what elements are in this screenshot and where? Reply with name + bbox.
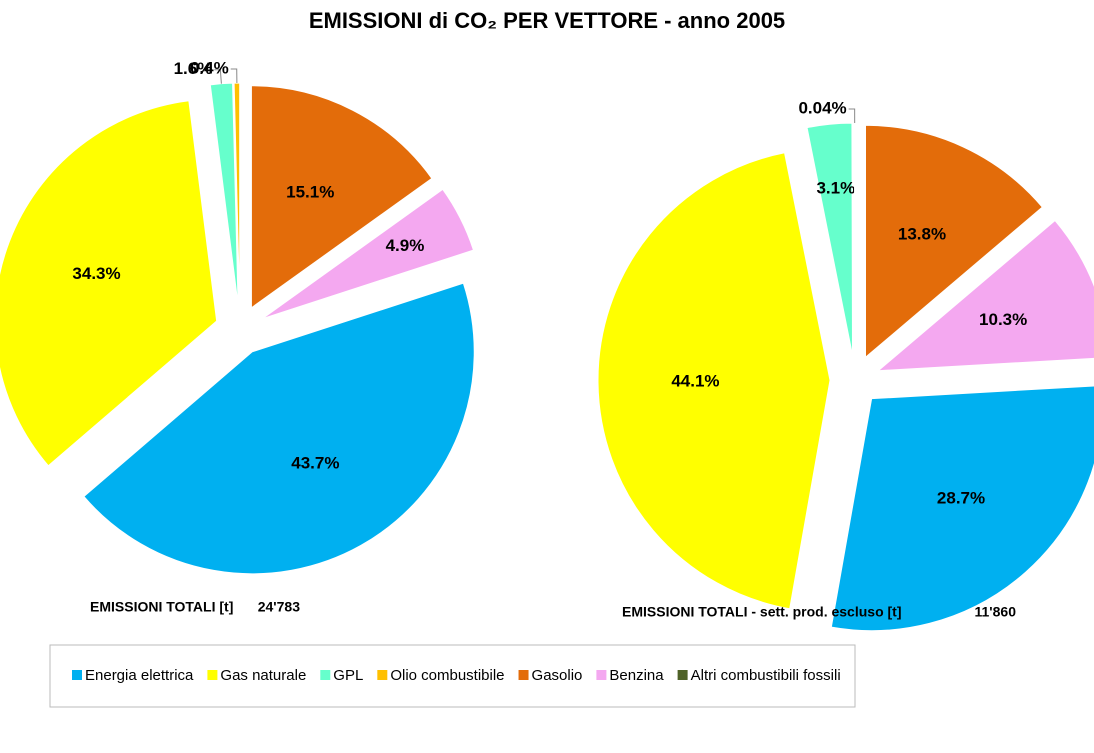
legend-label: GPL (333, 667, 363, 684)
legend-label: Gasolio (532, 667, 583, 684)
legend-swatch (596, 670, 607, 680)
data-label: 13.8% (898, 225, 946, 244)
chart-title: EMISSIONI di CO₂ PER VETTORE - anno 2005 (309, 8, 785, 33)
data-label: 28.7% (937, 489, 985, 508)
pie-slice (262, 188, 475, 320)
data-label: 3.1% (816, 178, 855, 197)
pie-slice (853, 122, 856, 356)
leader-line (230, 68, 238, 84)
data-label: 10.3% (979, 310, 1027, 329)
pie-slice (209, 82, 239, 306)
legend-swatch (518, 670, 529, 680)
legend-swatch (320, 670, 331, 680)
pie-slice (233, 82, 241, 306)
pie-slice (879, 365, 1094, 380)
total-value: 24'783 (258, 599, 300, 615)
pie-slice (0, 100, 218, 467)
leader-line (848, 108, 856, 124)
legend-label: Benzina (609, 667, 664, 684)
data-label: 4.9% (386, 236, 425, 255)
legend-swatch (72, 670, 82, 680)
total-value: 11'860 (975, 604, 1017, 620)
data-label: 34.3% (72, 264, 120, 283)
legend-label: Olio combustibile (390, 667, 504, 684)
data-label: 0.04% (798, 98, 846, 117)
data-label: 44.1% (671, 371, 719, 390)
pie-slice (830, 385, 1094, 632)
total-label: EMISSIONI TOTALI - sett. prod. escluso [… (622, 604, 902, 620)
pie-slice (864, 124, 1044, 359)
legend-label: Energia elettrica (85, 667, 194, 684)
legend-swatch (377, 670, 388, 680)
pie-slice (597, 152, 831, 610)
data-label: 0.4% (190, 59, 229, 78)
legend-label: Gas naturale (220, 667, 306, 684)
pie-slice (263, 253, 476, 323)
data-label: 43.7% (291, 454, 339, 473)
total-label: EMISSIONI TOTALI [t] (90, 599, 233, 615)
data-label: 15.1% (286, 183, 334, 202)
leader-line (214, 69, 222, 84)
pie-slice (250, 85, 433, 309)
legend-swatch (677, 670, 688, 680)
pie-slice (83, 282, 475, 575)
data-label: 1.6% (174, 59, 213, 78)
legend-swatch (207, 670, 218, 680)
pie-slice (806, 122, 854, 356)
legend-label: Altri combustibili fossili (691, 667, 841, 684)
legend-box (49, 644, 856, 708)
